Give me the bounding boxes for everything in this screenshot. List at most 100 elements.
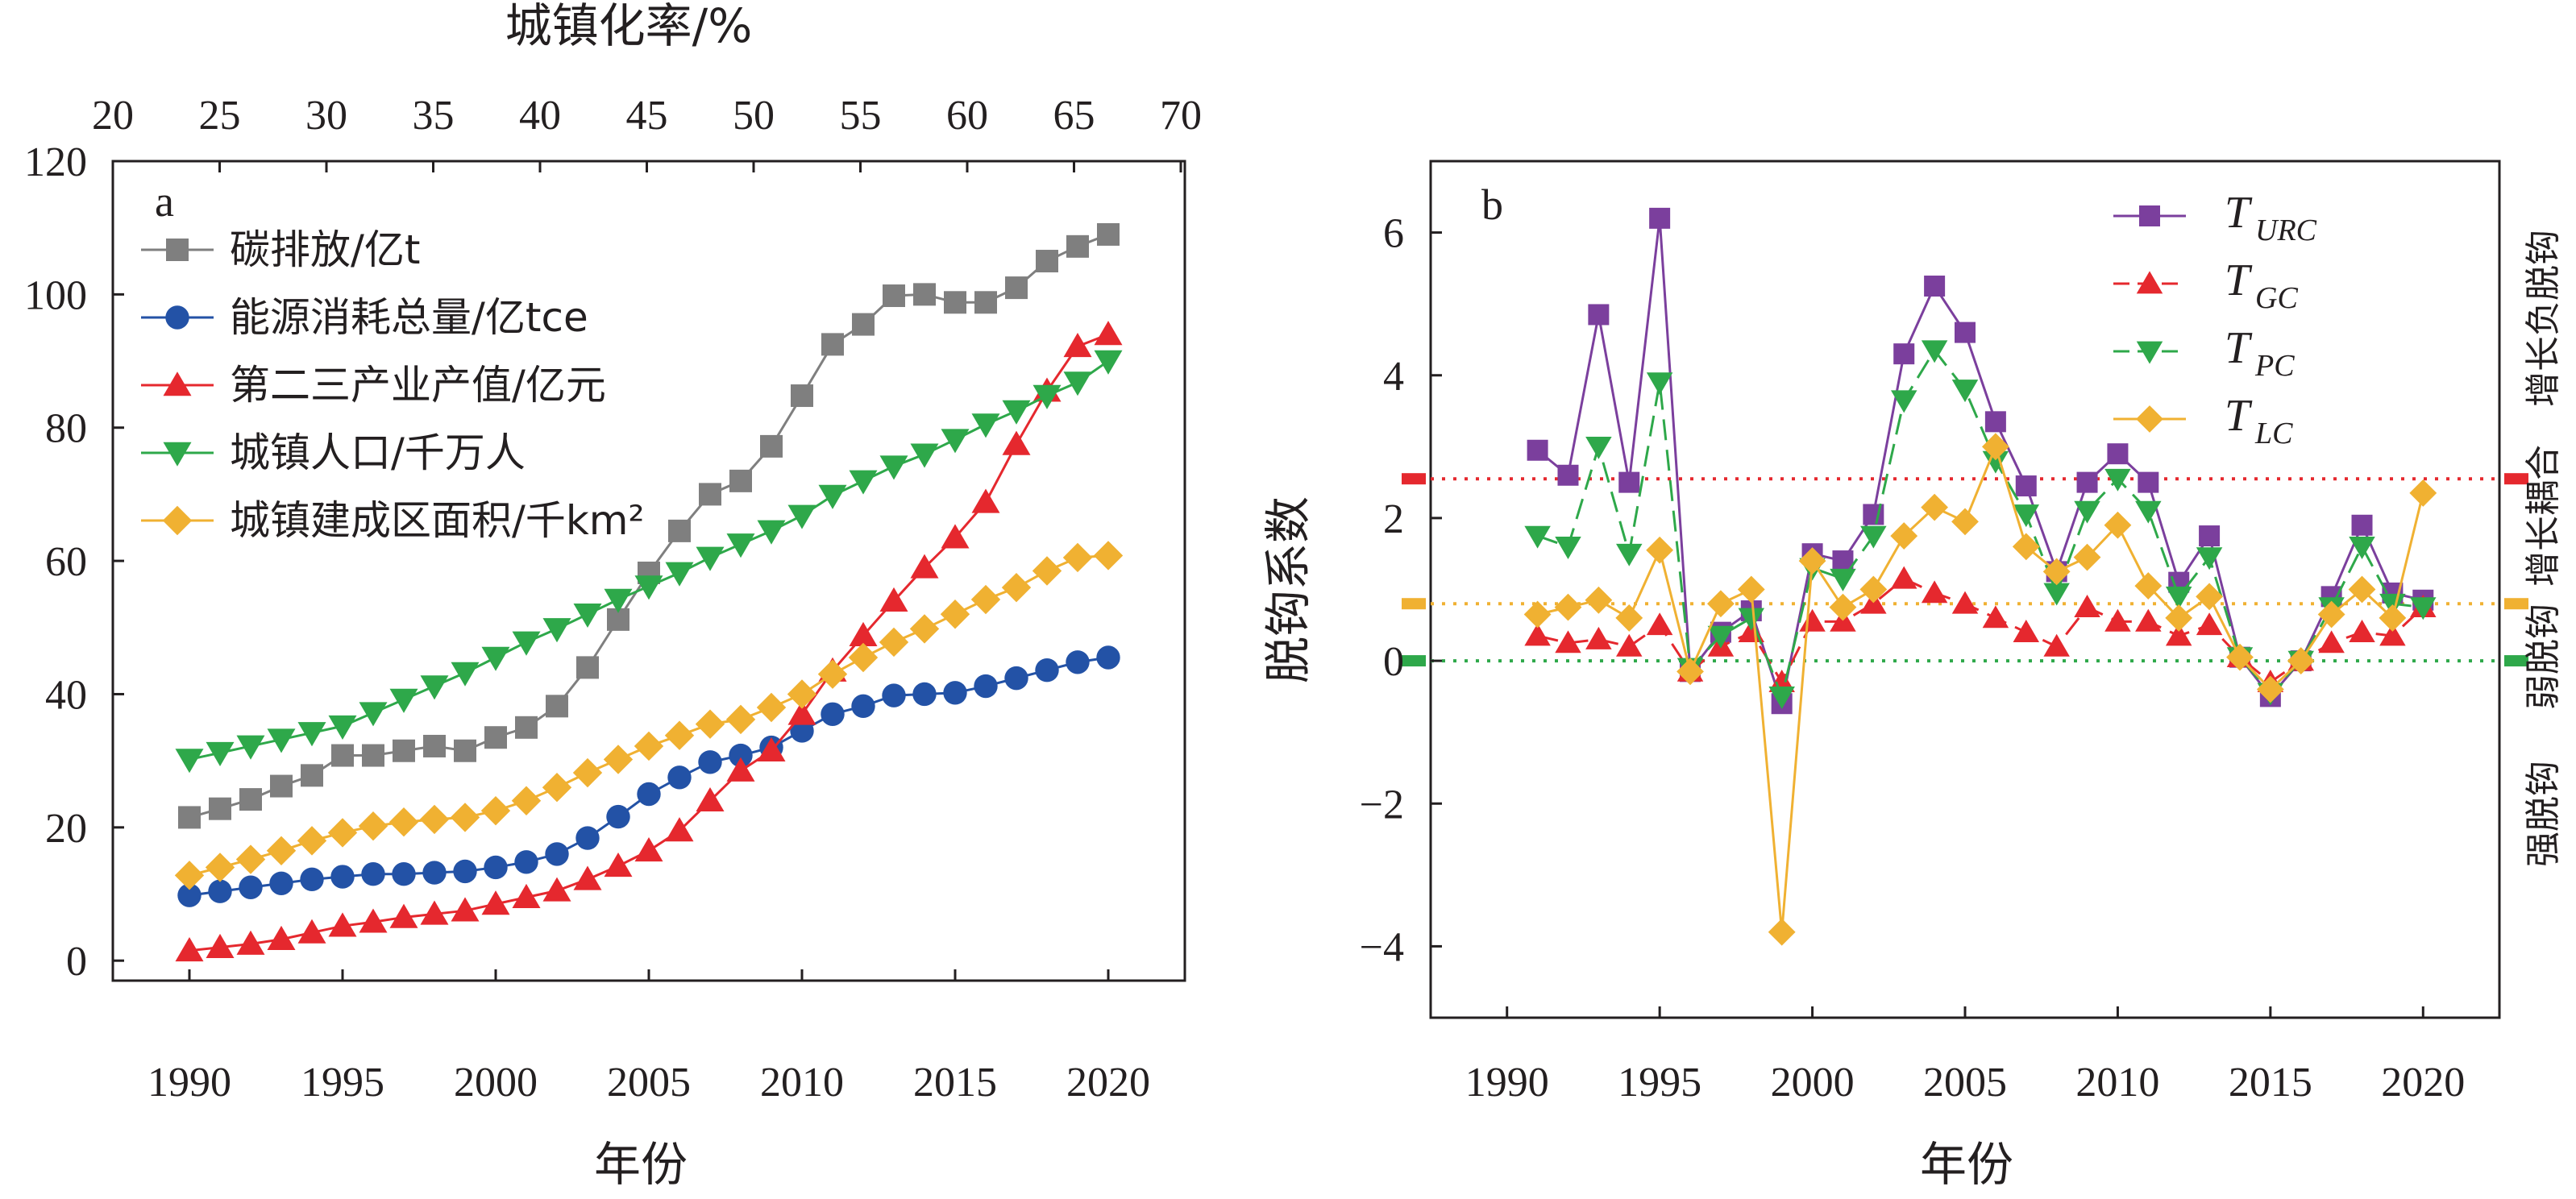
data-point-2 xyxy=(1951,380,1979,403)
panel-b-side-labels: 强脱钩 弱脱钩 增长耦合 增长负脱钩 xyxy=(2523,230,2564,867)
panel-b-y-ticks: −4 −2 0 2 4 6 xyxy=(1360,211,1442,970)
data-point-0 xyxy=(974,291,997,314)
data-point-2 xyxy=(1063,333,1092,358)
data-point-1 xyxy=(300,867,324,892)
data-point-0 xyxy=(1924,276,1946,297)
data-point-4 xyxy=(450,803,480,832)
data-point-1 xyxy=(912,682,937,707)
data-point-3 xyxy=(1554,593,1582,621)
legend-label-subscript: GC xyxy=(2255,281,2298,315)
data-point-4 xyxy=(572,757,603,788)
data-point-2 xyxy=(1002,430,1031,455)
data-point-0 xyxy=(1036,250,1058,273)
data-point-4 xyxy=(511,786,542,815)
top-tick-label: 45 xyxy=(626,93,668,139)
data-point-0 xyxy=(668,519,691,542)
data-point-0 xyxy=(2076,471,2098,493)
data-point-3 xyxy=(2348,575,2376,604)
data-point-2 xyxy=(787,700,816,725)
data-point-4 xyxy=(235,844,266,874)
data-point-2 xyxy=(1094,321,1123,346)
panel-b-x-ticks: 1990 1995 2000 2005 2010 2015 2020 xyxy=(1465,1006,2465,1106)
data-point-3 xyxy=(726,533,755,558)
data-point-1 xyxy=(330,865,355,889)
data-point-1 xyxy=(1555,630,1581,653)
data-point-2 xyxy=(512,883,541,908)
data-point-0 xyxy=(760,434,783,458)
panel-a-legend: 碳排放/亿t 能源消耗总量/亿tce 第二三产业产值/亿元城镇人口/千万人城镇建成区… xyxy=(141,226,645,544)
data-point-3 xyxy=(267,728,296,753)
data-point-1 xyxy=(821,702,845,726)
y-tick-label: 0 xyxy=(66,939,87,985)
data-point-1 xyxy=(606,804,630,829)
data-point-2 xyxy=(1646,372,1673,396)
data-point-1 xyxy=(698,750,722,774)
reference-marker-right xyxy=(2504,598,2528,610)
data-point-4 xyxy=(266,836,297,865)
panel-b: 年份 脱钩系数 b 1990 1995 2000 2005 2010 2015 2020 −… xyxy=(1261,160,2564,1192)
data-point-0 xyxy=(362,744,384,767)
legend-label: 碳排放/亿t xyxy=(230,226,420,273)
data-point-4 xyxy=(1032,556,1062,586)
data-point-3 xyxy=(634,575,663,600)
data-point-2 xyxy=(206,933,235,958)
data-point-2 xyxy=(1738,608,1765,631)
data-point-3 xyxy=(787,504,816,529)
x-tick-label: 2000 xyxy=(454,1060,538,1106)
data-point-0 xyxy=(2351,514,2373,536)
data-point-2 xyxy=(879,587,908,612)
data-point-4 xyxy=(1062,542,1093,573)
x-tick-label: 2015 xyxy=(913,1060,997,1106)
reference-marker-right xyxy=(2504,655,2528,667)
data-point-0 xyxy=(1097,222,1120,246)
x-tick-label: 2020 xyxy=(1066,1060,1150,1106)
data-point-1 xyxy=(392,862,416,886)
y-tick-label: 2 xyxy=(1383,496,1404,542)
data-point-0 xyxy=(270,774,293,798)
data-point-3 xyxy=(879,455,908,480)
data-point-1 xyxy=(1921,580,1948,604)
x-tick-label: 2005 xyxy=(607,1060,691,1106)
top-tick-label: 55 xyxy=(840,93,882,139)
data-point-1 xyxy=(974,674,998,699)
data-point-3 xyxy=(1981,433,2009,461)
data-point-2 xyxy=(175,936,204,962)
data-point-3 xyxy=(2196,583,2223,611)
data-point-1 xyxy=(2165,623,2192,646)
data-point-1 xyxy=(1585,626,1612,649)
data-point-0 xyxy=(546,695,568,718)
y-tick-label: 6 xyxy=(1383,211,1404,257)
data-point-3 xyxy=(1032,384,1062,409)
series-line-2 xyxy=(1537,348,2424,701)
data-point-3 xyxy=(1615,604,1643,632)
legend-label: 第二三产业产值/亿元 xyxy=(230,362,606,409)
data-point-2 xyxy=(297,919,326,944)
data-point-2 xyxy=(2135,500,2162,524)
data-point-4 xyxy=(327,818,358,848)
legend-marker xyxy=(166,239,189,261)
data-point-2 xyxy=(2165,587,2192,609)
data-point-3 xyxy=(297,722,326,747)
data-point-1 xyxy=(1646,612,1673,636)
data-point-3 xyxy=(2012,533,2040,561)
data-point-2 xyxy=(1921,340,1948,363)
data-point-0 xyxy=(331,744,354,767)
data-point-1 xyxy=(2013,620,2040,642)
data-point-1 xyxy=(790,719,814,743)
data-point-3 xyxy=(2379,604,2407,632)
data-point-3 xyxy=(2073,543,2101,571)
data-point-2 xyxy=(481,890,510,915)
top-tick-label: 35 xyxy=(413,93,455,139)
legend-marker xyxy=(163,371,192,396)
panel-b-series xyxy=(1523,207,2437,946)
data-point-3 xyxy=(2317,600,2345,629)
data-point-1 xyxy=(575,826,600,850)
x-tick-label: 2000 xyxy=(1771,1060,1855,1106)
data-point-0 xyxy=(1557,464,1579,486)
data-point-0 xyxy=(913,283,936,306)
data-point-2 xyxy=(389,903,418,928)
data-point-0 xyxy=(239,788,262,811)
legend-label-main: T xyxy=(2225,255,2253,305)
data-point-3 xyxy=(1063,371,1092,396)
